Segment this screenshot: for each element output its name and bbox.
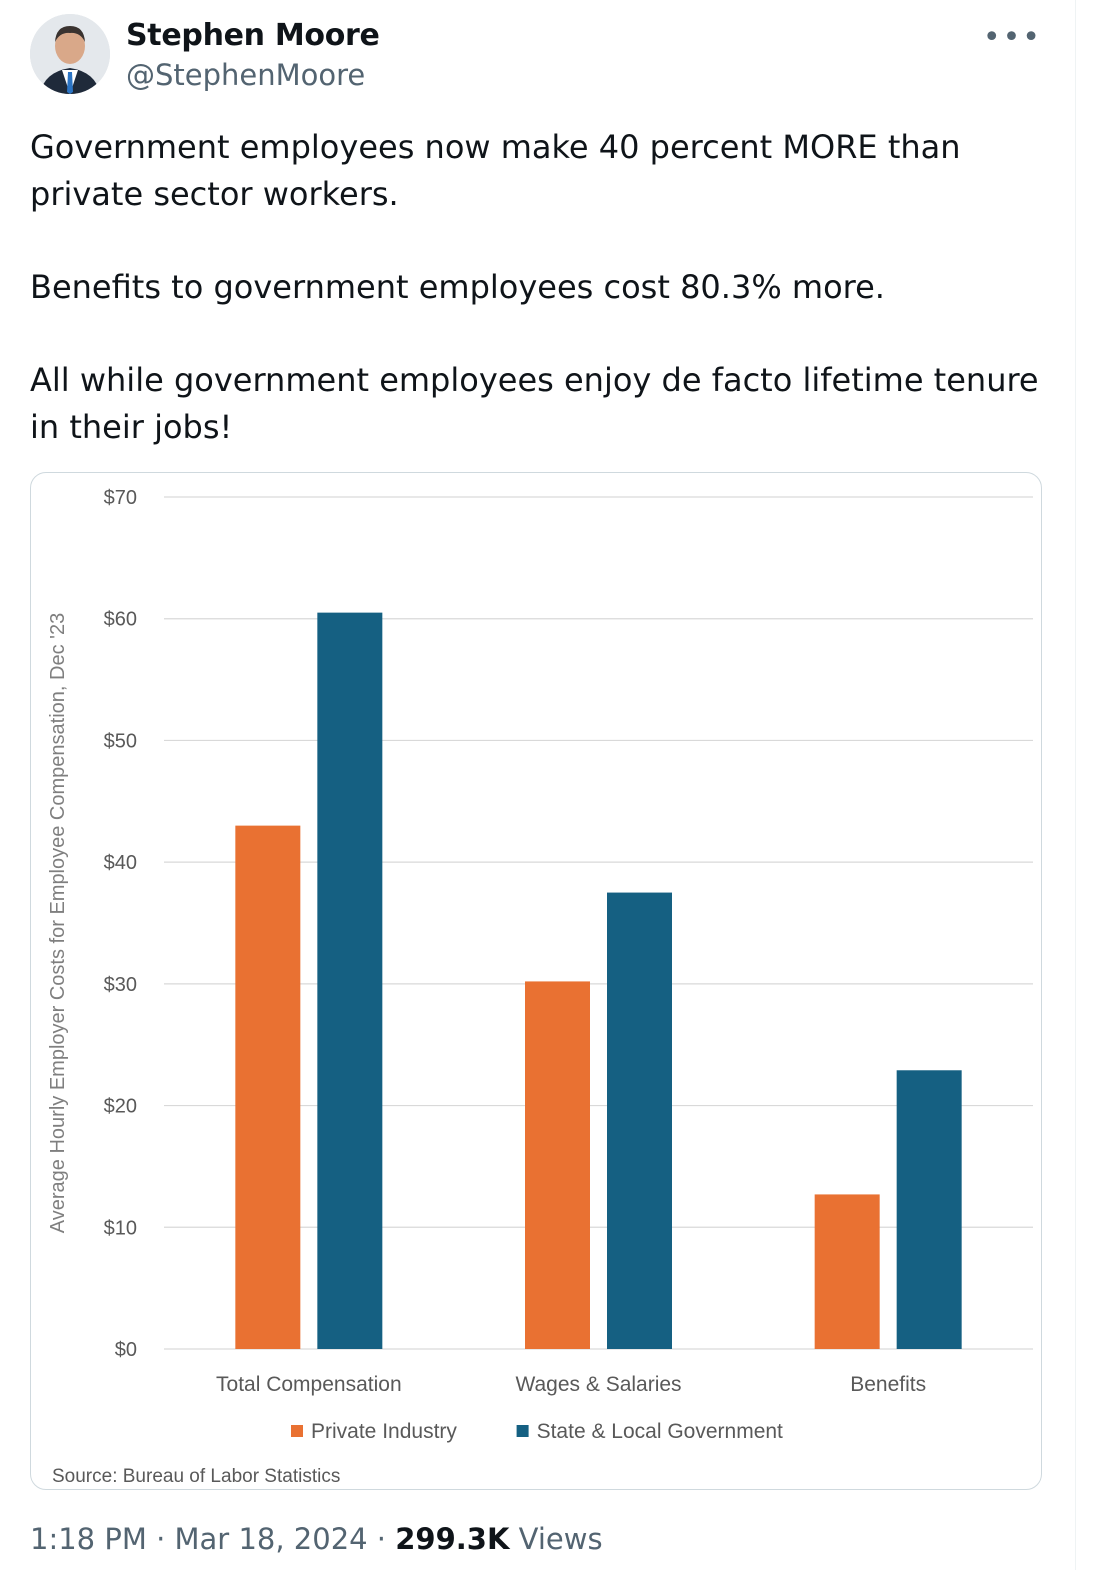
tweet-paragraph: Benefits to government employees cost 80… xyxy=(30,268,885,306)
chart-source: Source: Bureau of Labor Statistics xyxy=(52,1466,340,1487)
x-tick-label: Wages & Salaries xyxy=(515,1373,681,1396)
tweet-footer: 1:18 PM · Mar 18, 2024 · 299.3K Views xyxy=(30,1522,603,1556)
column-divider xyxy=(1075,0,1076,1570)
bar-state-local-government xyxy=(607,892,672,1349)
y-axis-label: Average Hourly Employer Costs for Employ… xyxy=(47,613,69,1233)
y-tick-label: $40 xyxy=(104,852,137,874)
tweet-paragraph: All while government employees enjoy de … xyxy=(30,361,1039,446)
legend-swatch xyxy=(291,1425,303,1437)
tweet-date[interactable]: Mar 18, 2024 xyxy=(174,1522,368,1556)
views-count[interactable]: 299.3K xyxy=(395,1522,510,1556)
legend-swatch xyxy=(516,1425,529,1437)
author-name[interactable]: Stephen Moore xyxy=(126,18,380,53)
legend-label: Private Industry xyxy=(311,1420,457,1443)
x-tick-label: Benefits xyxy=(850,1373,926,1396)
author-handle[interactable]: @StephenMoore xyxy=(126,58,366,92)
avatar-portrait-icon xyxy=(30,14,110,94)
bar-chart: $0 $10 $20 $30 $40 $50 $60 $70 Average Hourly Em… xyxy=(47,487,1033,1487)
legend-label: State & Local Government xyxy=(537,1420,783,1443)
tweet-text: Government employees now make 40 percent… xyxy=(30,124,1050,497)
y-tick-label: $10 xyxy=(104,1217,137,1239)
y-tick-label: $0 xyxy=(115,1339,137,1361)
separator-dot: · xyxy=(367,1522,396,1556)
tweet-header: Stephen Moore @StephenMoore ••• xyxy=(30,14,1050,98)
views-label: Views xyxy=(509,1522,603,1556)
x-tick-label: Total Compensation xyxy=(216,1373,402,1396)
tweet-time[interactable]: 1:18 PM xyxy=(30,1522,147,1556)
separator-dot: · xyxy=(146,1522,175,1556)
y-tick-label: $30 xyxy=(104,974,137,996)
tweet-paragraph: Government employees now make 40 percent… xyxy=(30,128,961,213)
tweet-media-chart[interactable]: $0 $10 $20 $30 $40 $50 $60 $70 Average Hourly Em… xyxy=(30,472,1042,1490)
y-tick-label: $70 xyxy=(104,487,137,509)
bar-private-industry xyxy=(525,981,590,1349)
bar-private-industry xyxy=(235,825,301,1349)
y-tick-label: $50 xyxy=(104,730,137,752)
y-tick-label: $60 xyxy=(104,609,137,631)
bar-state-local-government xyxy=(896,1070,962,1349)
bar-private-industry xyxy=(814,1194,880,1349)
y-tick-label: $20 xyxy=(104,1096,137,1118)
more-options-icon[interactable]: ••• xyxy=(982,20,1042,55)
bar-state-local-government xyxy=(317,612,383,1349)
avatar[interactable] xyxy=(30,14,110,94)
